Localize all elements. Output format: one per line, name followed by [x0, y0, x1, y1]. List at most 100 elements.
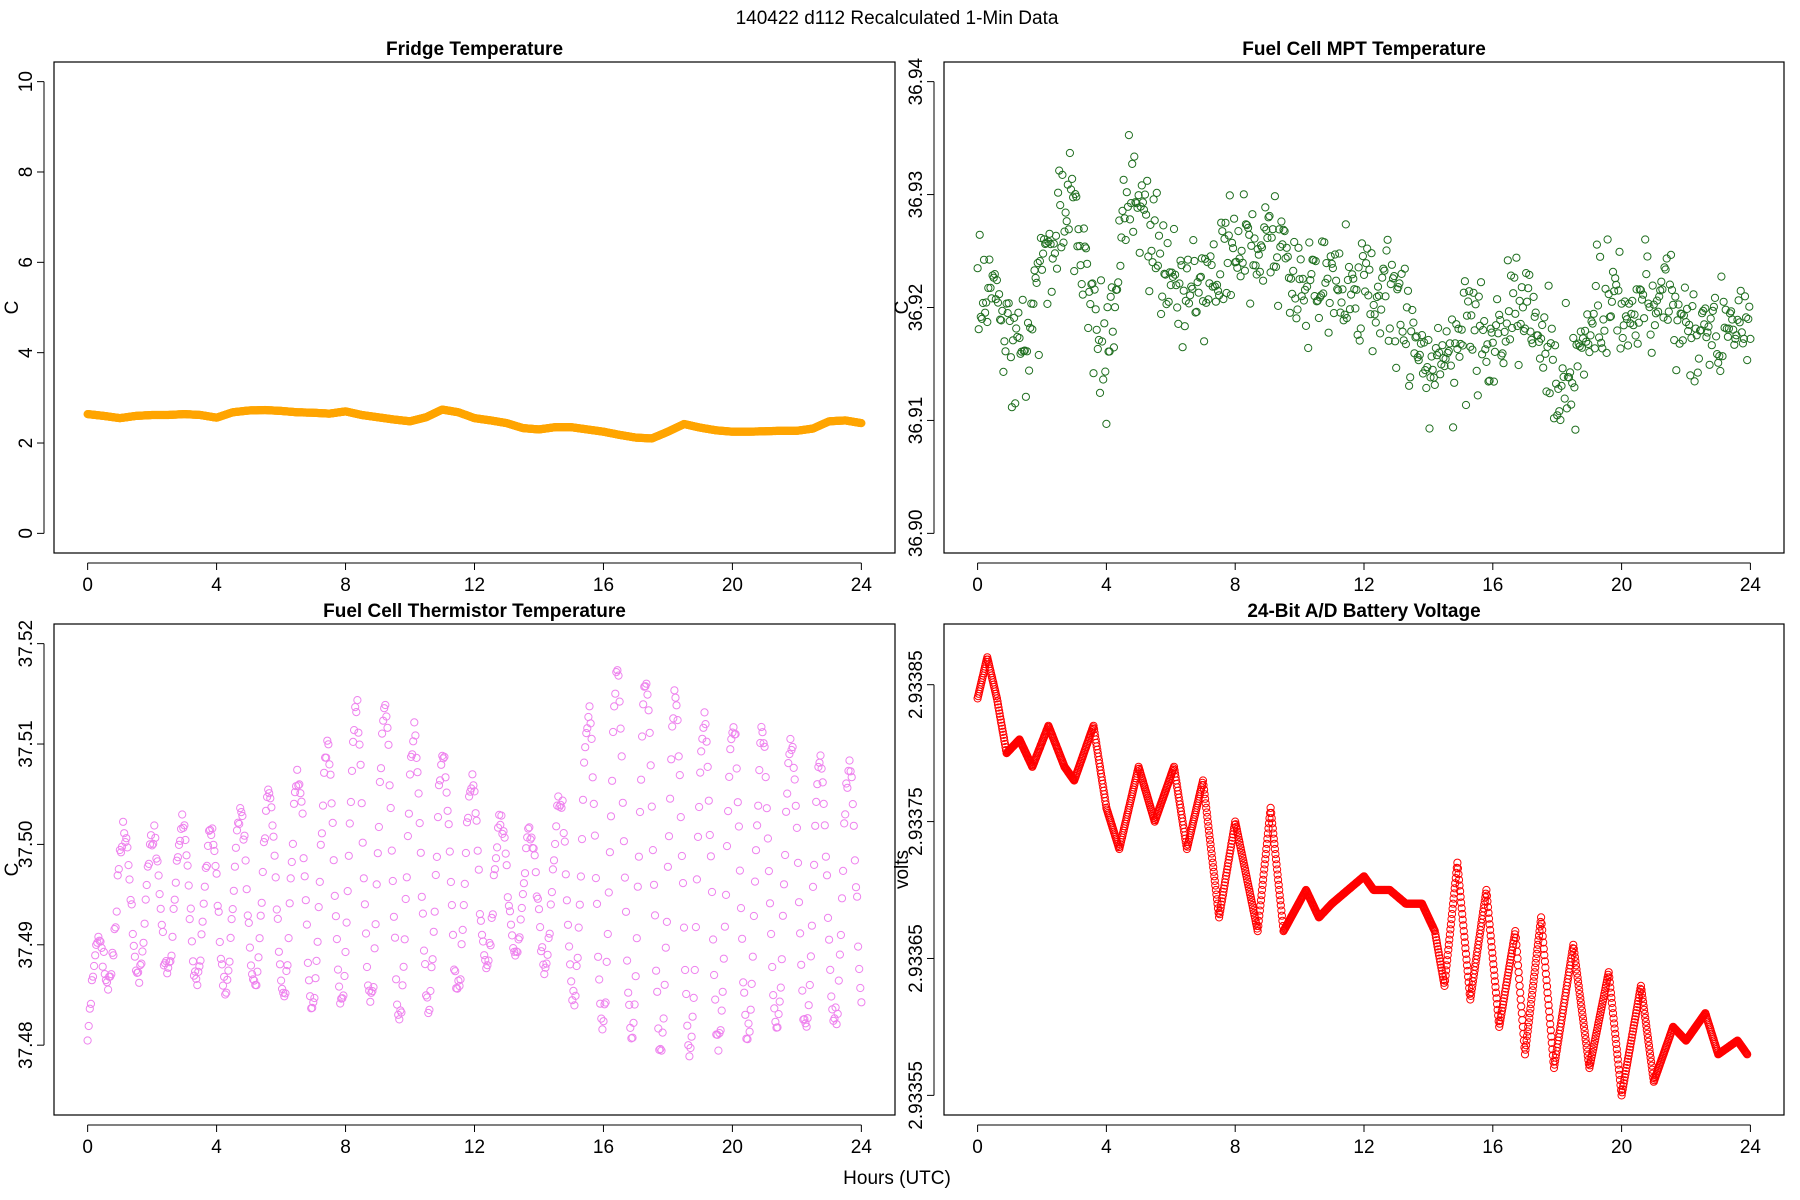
data-point: [1618, 333, 1627, 343]
data-point: [790, 775, 799, 784]
data-point: [269, 832, 278, 841]
data-point: [1266, 803, 1275, 813]
data-point: [1667, 285, 1677, 295]
data-point: [1742, 313, 1751, 322]
data-point: [705, 830, 714, 840]
data-point: [499, 827, 508, 836]
data-point: [1247, 241, 1256, 250]
data-point: [1437, 963, 1446, 972]
data-point: [364, 981, 373, 990]
data-point: [549, 856, 559, 865]
data-point: [113, 871, 122, 880]
data-point: [1455, 881, 1464, 890]
data-point: [1540, 957, 1550, 966]
data-point: [1568, 944, 1577, 953]
data-point: [1250, 234, 1259, 243]
data-point: [1454, 324, 1463, 333]
data-point: [1443, 956, 1452, 965]
data-point: [1702, 333, 1711, 342]
x-tick-label: 16: [1482, 1137, 1503, 1158]
data-point: [1314, 313, 1324, 323]
data-point: [416, 848, 425, 857]
data-point: [1490, 347, 1500, 356]
data-point: [217, 960, 227, 969]
data-point: [595, 975, 604, 984]
data-point: [1197, 254, 1207, 263]
data-point: [1674, 300, 1683, 309]
data-point: [1345, 305, 1355, 314]
data-point: [634, 852, 644, 861]
data-point: [1129, 227, 1138, 236]
data-point: [417, 892, 426, 901]
data-point: [327, 799, 336, 808]
data-point: [1201, 799, 1210, 808]
data-point: [632, 934, 641, 943]
data-point: [1455, 352, 1464, 361]
y-tick-label: 37.52: [16, 620, 37, 668]
data-point: [1215, 910, 1224, 919]
data-point: [619, 837, 629, 846]
data-point: [465, 792, 474, 801]
data-point: [1626, 1042, 1635, 1051]
data-point: [1636, 286, 1646, 295]
data-point: [1265, 211, 1274, 221]
data-point: [1484, 908, 1493, 917]
data-point: [1605, 973, 1614, 982]
data-point: [360, 900, 369, 909]
data-point: [776, 983, 785, 992]
data-point: [1307, 270, 1316, 279]
data-point: [493, 843, 502, 852]
data-point: [114, 865, 123, 874]
data-point: [500, 833, 509, 842]
data-point: [1501, 987, 1510, 996]
data-point: [99, 947, 108, 957]
data-point: [811, 821, 820, 830]
data-point: [1604, 968, 1613, 977]
data-point: [1500, 994, 1509, 1003]
data-point: [183, 861, 192, 870]
data-point: [169, 904, 178, 914]
y-tick-label: 4: [16, 347, 37, 358]
data-point: [1531, 958, 1540, 968]
data-point: [1285, 308, 1295, 317]
data-point: [415, 819, 424, 828]
data-point: [1118, 206, 1127, 215]
data-point: [722, 842, 732, 851]
data-point: [163, 969, 172, 978]
data-point: [504, 901, 513, 910]
data-point: [1598, 1000, 1607, 1009]
data-point: [1248, 210, 1257, 219]
data-point: [1128, 159, 1137, 168]
data-point: [1509, 936, 1518, 945]
data-point: [1254, 921, 1263, 931]
data-point: [559, 829, 568, 838]
data-point: [90, 961, 99, 971]
data-point: [1297, 292, 1306, 301]
data-point: [1547, 324, 1556, 333]
data-point: [397, 1008, 406, 1017]
data-point: [1544, 1001, 1553, 1010]
data-point: [1251, 261, 1260, 270]
data-point: [842, 779, 851, 788]
y-tick-label: 36.91: [906, 397, 927, 445]
data-point: [1481, 345, 1490, 354]
data-point: [1216, 270, 1225, 279]
data-point: [225, 957, 234, 966]
data-point: [1572, 965, 1581, 974]
data-point: [1440, 981, 1449, 991]
data-point: [84, 1021, 93, 1031]
data-point: [1606, 983, 1615, 992]
data-point: [267, 803, 276, 812]
data-point: [1610, 1019, 1619, 1028]
data-point: [310, 993, 319, 1003]
data-point: [813, 780, 822, 789]
data-point: [1305, 238, 1314, 247]
data-point: [541, 963, 550, 972]
data-point: [1630, 310, 1639, 319]
data-point: [259, 838, 268, 847]
data-point: [974, 325, 983, 334]
data-point: [1068, 174, 1077, 183]
data-point: [1489, 965, 1499, 975]
data-point: [1631, 1012, 1640, 1021]
